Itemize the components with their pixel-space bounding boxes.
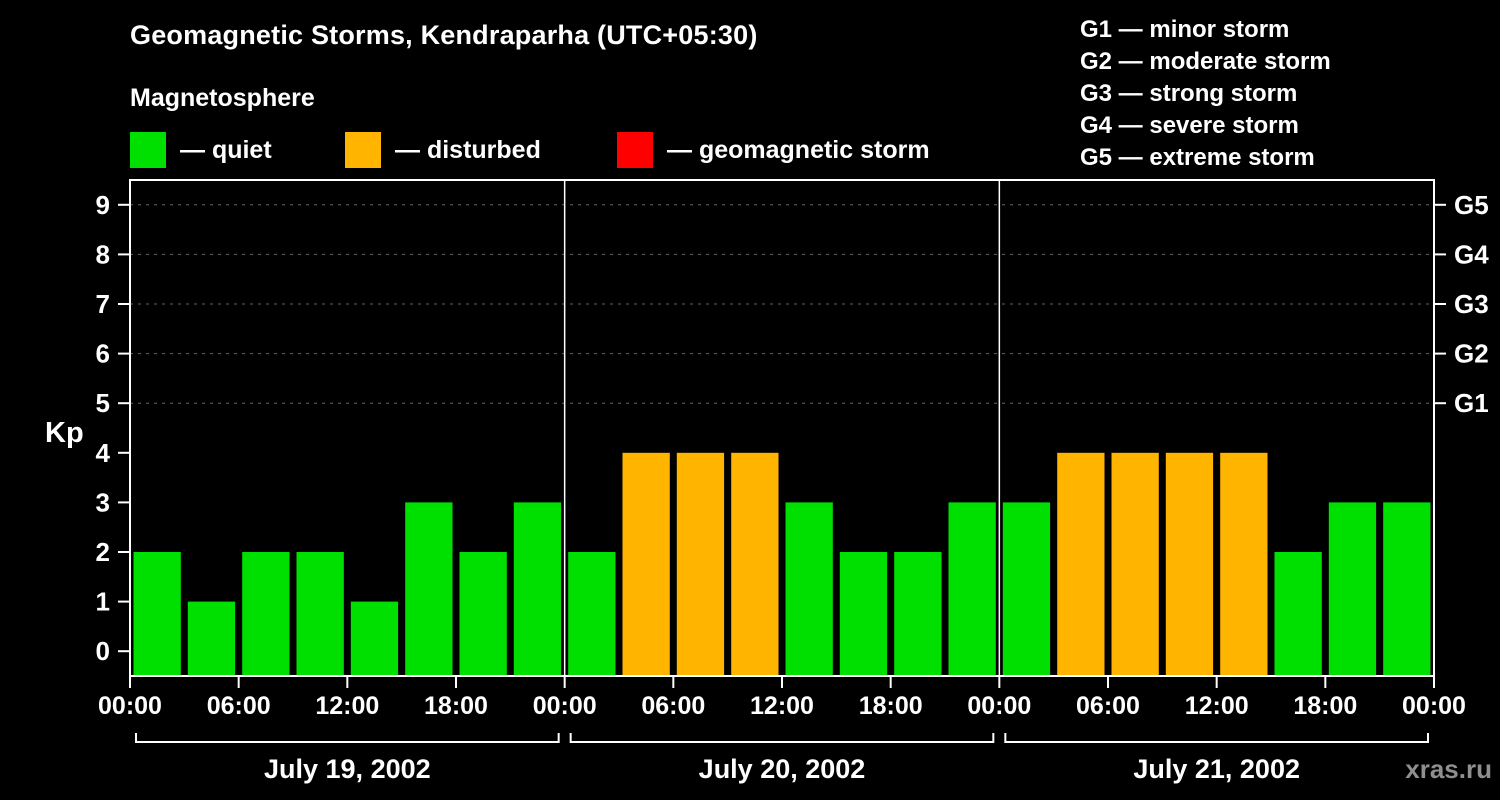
g-legend-item: G4 — severe storm bbox=[1080, 112, 1299, 139]
y-tick-label: 8 bbox=[96, 239, 110, 269]
date-label: July 21, 2002 bbox=[1133, 754, 1300, 784]
y-tick-label: 9 bbox=[96, 190, 110, 220]
x-tick-label: 18:00 bbox=[424, 692, 488, 720]
kp-bar bbox=[405, 502, 453, 676]
y-tick-label: 1 bbox=[96, 587, 110, 617]
kp-bar bbox=[839, 552, 888, 676]
y-axis-title: Kp bbox=[45, 417, 84, 449]
g-legend-item: G5 — extreme storm bbox=[1080, 144, 1315, 171]
x-tick-label: 12:00 bbox=[315, 692, 379, 720]
g-legend-item: G3 — strong storm bbox=[1080, 80, 1298, 107]
g-legend-item: G2 — moderate storm bbox=[1080, 48, 1331, 75]
kp-bar bbox=[1328, 502, 1377, 676]
kp-bar bbox=[459, 552, 507, 676]
magnetosphere-label: Magnetosphere bbox=[130, 84, 315, 112]
legend-label-storm: — geomagnetic storm bbox=[667, 135, 930, 164]
kp-bar bbox=[513, 502, 562, 676]
kp-bar bbox=[187, 601, 236, 676]
kp-bar bbox=[622, 452, 670, 676]
y-tick-label: 0 bbox=[96, 636, 110, 666]
g-axis-label: G4 bbox=[1454, 239, 1489, 269]
xras-watermark: xras.ru bbox=[1405, 754, 1492, 784]
g-axis-label: G3 bbox=[1454, 289, 1489, 319]
y-tick-label: 2 bbox=[96, 537, 110, 567]
kp-bar bbox=[785, 502, 833, 676]
kp-bar bbox=[1220, 452, 1268, 676]
g-axis-label: G2 bbox=[1454, 339, 1489, 369]
x-tick-label: 00:00 bbox=[967, 692, 1031, 720]
kp-bar bbox=[948, 502, 996, 676]
date-bracket bbox=[1004, 733, 1429, 743]
legend-item-quiet: — quiet bbox=[130, 132, 272, 168]
x-tick-label: 06:00 bbox=[641, 692, 705, 720]
g-scale-legend: G1 — minor storm G2 — moderate storm G3 — … bbox=[1080, 14, 1331, 174]
kp-bar bbox=[1383, 502, 1431, 676]
kp-bar bbox=[296, 552, 344, 676]
x-tick-label: 18:00 bbox=[859, 692, 923, 720]
g-legend-item: G1 — minor storm bbox=[1080, 16, 1290, 43]
y-tick-label: 5 bbox=[96, 388, 110, 418]
kp-bar bbox=[1002, 502, 1051, 676]
date-bracket bbox=[569, 733, 995, 743]
y-tick-label: 4 bbox=[96, 438, 111, 468]
page-title: Geomagnetic Storms, Kendraparha (UTC+05:… bbox=[130, 20, 758, 50]
legend-item-disturbed: — disturbed bbox=[345, 132, 541, 168]
kp-bar bbox=[242, 552, 290, 676]
kp-bar bbox=[1165, 452, 1214, 676]
kp-bar bbox=[568, 552, 616, 676]
kp-bar bbox=[731, 452, 779, 676]
x-tick-label: 12:00 bbox=[750, 692, 814, 720]
kp-bar bbox=[1274, 552, 1322, 676]
kp-bar bbox=[1111, 452, 1159, 676]
kp-bar bbox=[894, 552, 942, 676]
y-tick-label: 6 bbox=[96, 339, 110, 369]
x-tick-label: 18:00 bbox=[1293, 692, 1357, 720]
x-tick-label: 00:00 bbox=[98, 692, 162, 720]
kp-bar bbox=[676, 452, 725, 676]
date-label: July 19, 2002 bbox=[264, 754, 431, 784]
y-tick-label: 7 bbox=[96, 289, 110, 319]
x-tick-label: 00:00 bbox=[533, 692, 597, 720]
kp-bar bbox=[350, 601, 399, 676]
legend-label-quiet: — quiet bbox=[180, 135, 272, 164]
kp-bar bbox=[1057, 452, 1105, 676]
x-tick-label: 06:00 bbox=[1076, 692, 1140, 720]
date-label: July 20, 2002 bbox=[699, 754, 866, 784]
g-axis-label: G5 bbox=[1454, 190, 1489, 220]
x-tick-label: 00:00 bbox=[1402, 692, 1466, 720]
x-tick-label: 12:00 bbox=[1185, 692, 1249, 720]
quiet-color-swatch bbox=[130, 132, 166, 168]
x-tick-label: 06:00 bbox=[207, 692, 271, 720]
legend-label-disturbed: — disturbed bbox=[395, 135, 541, 164]
kp-bar bbox=[133, 552, 181, 676]
y-tick-label: 3 bbox=[96, 487, 110, 517]
g-axis-label: G1 bbox=[1454, 388, 1489, 418]
disturbed-color-swatch bbox=[345, 132, 381, 168]
legend-item-storm: — geomagnetic storm bbox=[617, 132, 930, 168]
date-bracket bbox=[135, 733, 560, 743]
storm-color-swatch bbox=[617, 132, 653, 168]
